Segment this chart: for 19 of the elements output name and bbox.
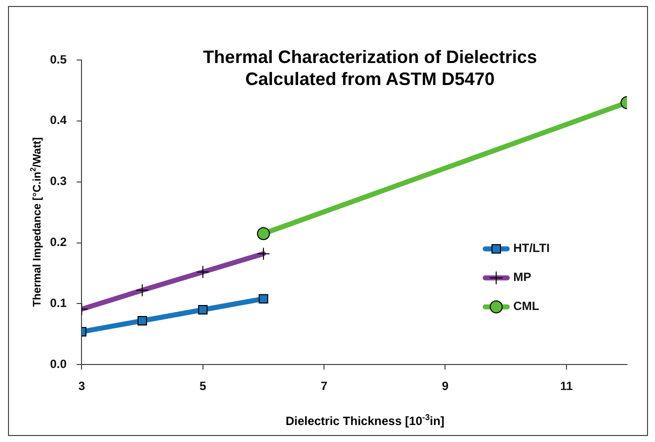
point: [138, 316, 148, 326]
x-tick-label: 5: [200, 379, 207, 394]
y-tick-label: 0.1: [50, 296, 67, 310]
point: [198, 305, 208, 315]
point: [258, 294, 268, 304]
chart-title: Thermal Characterization of Dielectrics Calculated from ASTM D5470: [202, 46, 538, 90]
legend-label: MP: [513, 270, 532, 284]
y-tick-label: 0.0: [50, 356, 67, 371]
y-tick-label: 0.5: [50, 52, 67, 66]
x-tick-label: 3: [78, 379, 86, 394]
x-axis-title: Dielectric Thickness [10$^{-3}$in]: [284, 412, 446, 428]
y-tick-label: 0.4: [50, 113, 67, 128]
legend-label: CML: [513, 299, 540, 314]
x-tick-label: 9: [442, 379, 449, 394]
y-tick-label: 0.2: [50, 235, 67, 250]
y-tick-label: 0.3: [50, 174, 67, 188]
legend-label: HT/LTI: [513, 241, 550, 256]
x-tick-label: 11: [560, 379, 574, 394]
x-tick-label: 7: [320, 379, 328, 394]
